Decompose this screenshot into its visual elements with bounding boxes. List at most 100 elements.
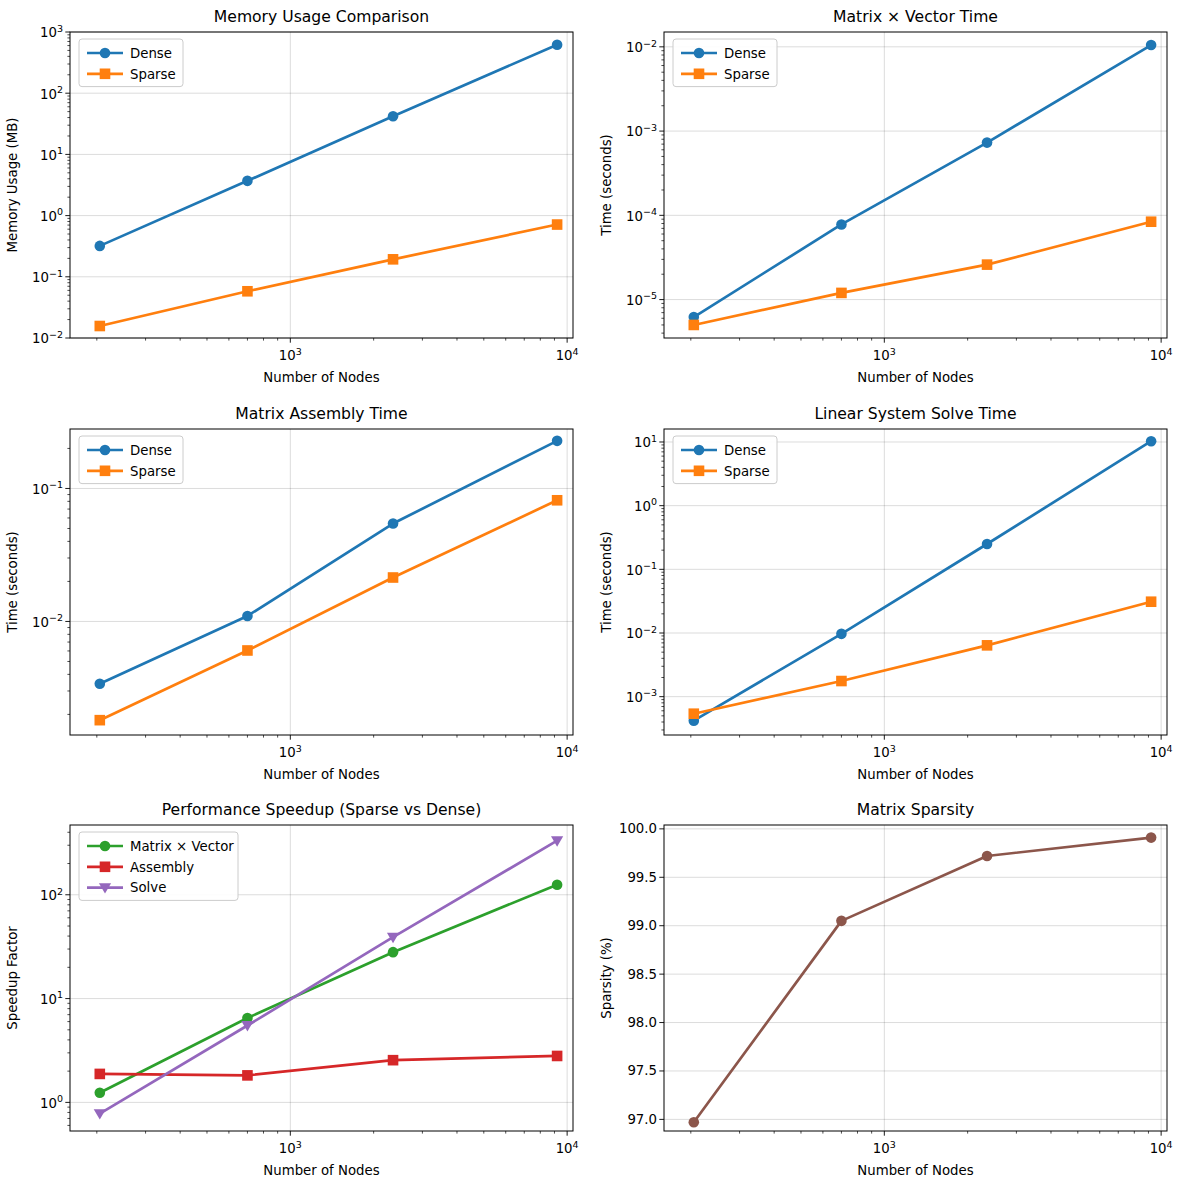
legend-label: Dense [724,442,766,457]
y-tick-label: 97.0 [627,1112,657,1127]
legend-label: Dense [130,46,172,61]
y-tick-label: 99.5 [627,870,657,885]
data-point-marker [1146,596,1157,607]
legend-label: Assembly [130,860,194,875]
y-tick-label: 102 [40,886,63,904]
legend-marker [100,48,111,59]
legend-label: Matrix × Vector [130,839,234,854]
y-tick-label: 99.0 [627,919,657,934]
legend: Matrix × Vector Assembly Solve [79,832,238,900]
plot-title: Matrix Sparsity [857,801,975,819]
data-point-marker [1146,40,1157,51]
y-tick-label: 10−1 [32,479,63,497]
y-tick-label: 10−2 [32,612,63,630]
data-point-marker [552,219,563,230]
data-point-marker [388,572,399,583]
x-tick-label: 104 [556,346,579,364]
legend-marker [694,465,705,476]
legend-marker [100,862,111,873]
x-tick-label: 103 [279,346,302,364]
plot-title: Memory Usage Comparison [214,8,429,26]
legend-marker [694,444,705,455]
legend-marker [100,465,111,476]
x-tick-label: 104 [556,742,579,760]
data-point-marker [688,708,699,719]
x-tick-label: 103 [873,346,896,364]
x-tick-label: 103 [873,1139,896,1157]
data-point-marker [836,916,847,927]
data-point-marker [242,286,253,297]
legend-marker [694,69,705,80]
y-tick-label: 102 [40,84,63,102]
series-line-matrix-vector [100,885,557,1093]
x-tick-label: 103 [279,1139,302,1157]
y-tick-label: 10−3 [626,687,657,705]
y-tick-label: 10−2 [32,329,63,347]
x-tick-label: 104 [1150,742,1173,760]
legend-label: Sparse [130,67,176,82]
data-point-marker [982,137,993,148]
data-point-marker [688,320,699,331]
y-tick-label: 10−3 [626,122,657,140]
y-tick-label: 100 [40,206,63,224]
plot-title: Linear System Solve Time [814,405,1016,423]
series-line-sparse [100,500,557,720]
data-point-marker [836,628,847,639]
subplot-matvec-time: 103 104 10−5 10−4 10−3 10−2 Matrix × Vector Ti… [594,0,1188,397]
plot-title: Performance Speedup (Sparse vs Dense) [162,801,482,819]
subplot-speedup: 103104100101102Performance Speedup (Spar… [0,793,594,1190]
y-tick-label: 10−1 [32,268,63,286]
data-point-marker [836,288,847,299]
data-point-marker [836,675,847,686]
x-tick-label: 104 [556,1139,579,1157]
y-tick-label: 10−1 [626,560,657,578]
y-tick-label: 98.5 [627,967,657,982]
data-point-marker [552,435,563,446]
data-point-marker [982,640,993,651]
data-point-marker [94,1110,106,1120]
legend-label: Dense [130,442,172,457]
figure-canvas: 103 104 10−2 10−1 100 101 102 103 Memory Usage C… [0,0,1188,1190]
data-point-marker [552,39,563,50]
data-point-marker [242,645,253,656]
x-axis-label: Number of Nodes [263,767,379,782]
data-point-marker [982,259,993,270]
legend: DenseSparse [673,436,777,484]
y-axis-label: Time (seconds) [599,531,614,634]
y-tick-label: 97.5 [627,1064,657,1079]
legend-label: Solve [130,881,166,896]
legend: Dense Sparse [79,39,183,87]
legend-marker [100,841,111,852]
y-axis-label: Time (seconds) [599,134,614,237]
data-point-marker [241,1021,253,1031]
y-axis-label: Sparsity (%) [599,938,614,1019]
data-point-marker [836,219,847,230]
y-tick-label: 101 [634,432,657,450]
data-point-marker [94,321,105,332]
y-tick-label: 10−2 [626,623,657,641]
data-point-marker [242,176,253,187]
x-tick-label: 103 [279,742,302,760]
y-tick-label: 10−5 [626,290,657,308]
data-point-marker [388,518,399,529]
x-axis-label: Number of Nodes [263,370,379,385]
y-tick-label: 101 [40,145,63,163]
plot-title: Matrix × Vector Time [833,8,998,26]
data-point-marker [388,947,399,958]
legend: DenseSparse [79,436,183,484]
x-tick-label: 104 [1150,1139,1173,1157]
x-axis-label: Number of Nodes [263,1163,379,1178]
data-point-marker [94,241,105,252]
data-point-marker [388,111,399,122]
data-point-marker [1146,436,1157,447]
y-tick-label: 10−4 [626,206,657,224]
x-axis-label: Number of Nodes [857,1163,973,1178]
data-point-marker [552,1051,563,1062]
subplot-sparsity: 10310497.097.598.098.599.099.5100.0Matri… [594,793,1188,1190]
data-point-marker [1146,833,1157,844]
y-tick-label: 101 [40,990,63,1008]
y-tick-label: 10−2 [626,38,657,56]
x-tick-label: 104 [1150,346,1173,364]
x-axis-label: Number of Nodes [857,370,973,385]
data-point-marker [688,1117,699,1128]
